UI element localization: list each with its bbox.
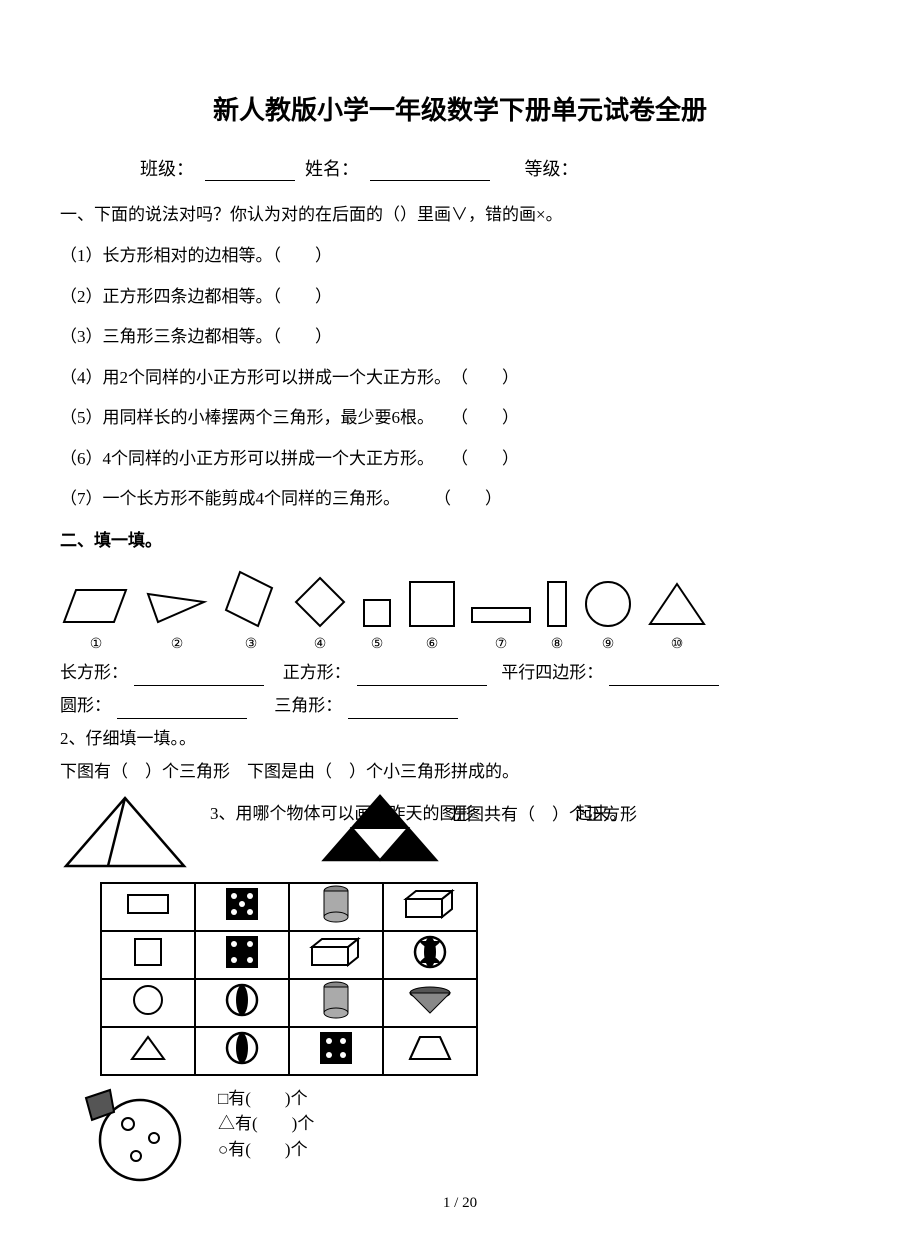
square-icon <box>132 936 164 968</box>
table-row <box>101 1027 477 1075</box>
page-title: 新人教版小学一年级数学下册单元试卷全册 <box>60 90 860 127</box>
table-row <box>101 979 477 1027</box>
square-small-icon <box>360 596 394 630</box>
rect-blank[interactable] <box>134 668 264 686</box>
rect-label: 长方形： <box>60 663 128 682</box>
page-number: 1 / 20 <box>0 1195 920 1212</box>
triangle-figures-row: 3、用哪个物体可以画出昨天的图形 起来。 左图共有（ ）个正方形 <box>60 792 860 872</box>
classify-line-2: 圆形： 三角形： <box>60 692 860 719</box>
section1-heading: 一、下面的说法对吗？你认为对的在后面的（）里画∨，错的画×。 <box>60 201 860 228</box>
rectangle-tall-icon <box>544 578 570 630</box>
count-list: □有( )个 △有( )个 ○有( )个 <box>218 1086 314 1163</box>
count-square: □有( )个 <box>218 1086 314 1112</box>
circle-label: 圆形： <box>60 696 111 715</box>
triangle-divided-icon <box>60 792 190 872</box>
diamond-icon <box>292 574 348 630</box>
shape-10: ⑩ <box>646 578 708 653</box>
s1-item-6: （6）4个同样的小正方形可以拼成一个大正方形。 （ ） <box>60 446 860 472</box>
shape-9: ⑨ <box>582 578 634 653</box>
square-icon <box>406 578 458 630</box>
shape-6: ⑥ <box>406 578 458 653</box>
cuboid-icon <box>402 887 458 921</box>
shapes-row: ① ② ③ ④ ⑤ ⑥ ⑦ ⑧ ⑨ ⑩ <box>60 568 860 653</box>
shape-4: ④ <box>292 574 348 653</box>
triangle-icon <box>128 1033 168 1063</box>
s1-item-2: （2）正方形四条边都相等。（ ） <box>60 284 860 310</box>
ball-icon <box>225 1031 259 1065</box>
prism-icon <box>406 1033 454 1063</box>
shape-label-3: ③ <box>245 637 258 652</box>
s1-item-4: （4）用2个同样的小正方形可以拼成一个大正方形。 （ ） <box>60 365 860 391</box>
shape-7: ⑦ <box>470 602 532 653</box>
shape-2: ② <box>144 582 210 653</box>
shape-label-7: ⑦ <box>495 637 508 652</box>
shape-label-1: ① <box>90 637 103 652</box>
s1-item-3: （3）三角形三条边都相等。（ ） <box>60 324 860 350</box>
ball-icon <box>225 983 259 1017</box>
parallelogram-icon <box>222 568 280 630</box>
count-shapes-row: □有( )个 △有( )个 ○有( )个 <box>80 1086 860 1182</box>
q2-line: 下图有（ ）个三角形 下图是由（ ）个小三角形拼成的。 <box>60 758 860 785</box>
class-label: 班级： <box>140 159 194 179</box>
shape-8: ⑧ <box>544 578 570 653</box>
dice-icon <box>318 1030 354 1066</box>
shape-match-table <box>100 882 478 1076</box>
s1-item-5: （5）用同样长的小棒摆两个三角形，最少要6根。 （ ） <box>60 405 860 431</box>
shape-5: ⑤ <box>360 596 394 653</box>
class-blank[interactable] <box>205 163 295 181</box>
shape-label-2: ② <box>171 637 184 652</box>
parallelogram-icon <box>60 582 132 630</box>
name-label: 姓名： <box>305 159 359 179</box>
square-label: 正方形： <box>283 663 351 682</box>
section2-heading: 二、填一填。 <box>60 527 860 554</box>
cone-icon <box>407 985 453 1015</box>
circle-icon <box>131 983 165 1017</box>
para-blank[interactable] <box>609 668 719 686</box>
rectangle-icon <box>124 891 172 917</box>
s1-item-7: （7）一个长方形不能剪成4个同样的三角形。 （ ） <box>60 486 860 512</box>
composite-shapes-icon <box>80 1086 200 1182</box>
shape-3: ③ <box>222 568 280 653</box>
shape-label-4: ④ <box>314 637 327 652</box>
shape-label-8: ⑧ <box>551 637 564 652</box>
four-triangles-icon <box>320 792 440 866</box>
shape-label-6: ⑥ <box>426 637 439 652</box>
shape-label-10: ⑩ <box>671 637 684 652</box>
square-blank[interactable] <box>357 668 487 686</box>
q2-extra: 左图共有（ ）个正方形 <box>450 801 637 828</box>
cylinder-icon <box>321 980 351 1020</box>
cuboid-icon <box>308 935 364 969</box>
count-circle: ○有( )个 <box>218 1137 314 1163</box>
shape-1: ① <box>60 582 132 653</box>
name-blank[interactable] <box>370 163 490 181</box>
circle-blank[interactable] <box>117 701 247 719</box>
student-info-line: 班级： 姓名： 等级： <box>60 155 860 181</box>
cylinder-icon <box>321 884 351 924</box>
tri-blank[interactable] <box>348 701 458 719</box>
circle-icon <box>582 578 634 630</box>
rectangle-wide-icon <box>470 602 532 630</box>
table-row <box>101 883 477 931</box>
tri-label: 三角形： <box>274 696 342 715</box>
triangle-icon <box>646 578 708 630</box>
classify-line-1: 长方形： 正方形： 平行四边形： <box>60 659 860 686</box>
triangle-icon <box>144 582 210 630</box>
shape-label-9: ⑨ <box>602 637 615 652</box>
ball-icon <box>413 935 447 969</box>
dice-icon <box>224 934 260 970</box>
s1-item-1: （1）长方形相对的边相等。（ ） <box>60 243 860 269</box>
count-triangle: △有( )个 <box>218 1111 314 1137</box>
grade-label: 等级： <box>525 159 579 179</box>
q2-heading: 2、仔细填一填。。 <box>60 725 860 752</box>
table-row <box>101 931 477 979</box>
para-label: 平行四边形： <box>501 663 603 682</box>
dice-icon <box>224 886 260 922</box>
shape-label-5: ⑤ <box>371 637 384 652</box>
